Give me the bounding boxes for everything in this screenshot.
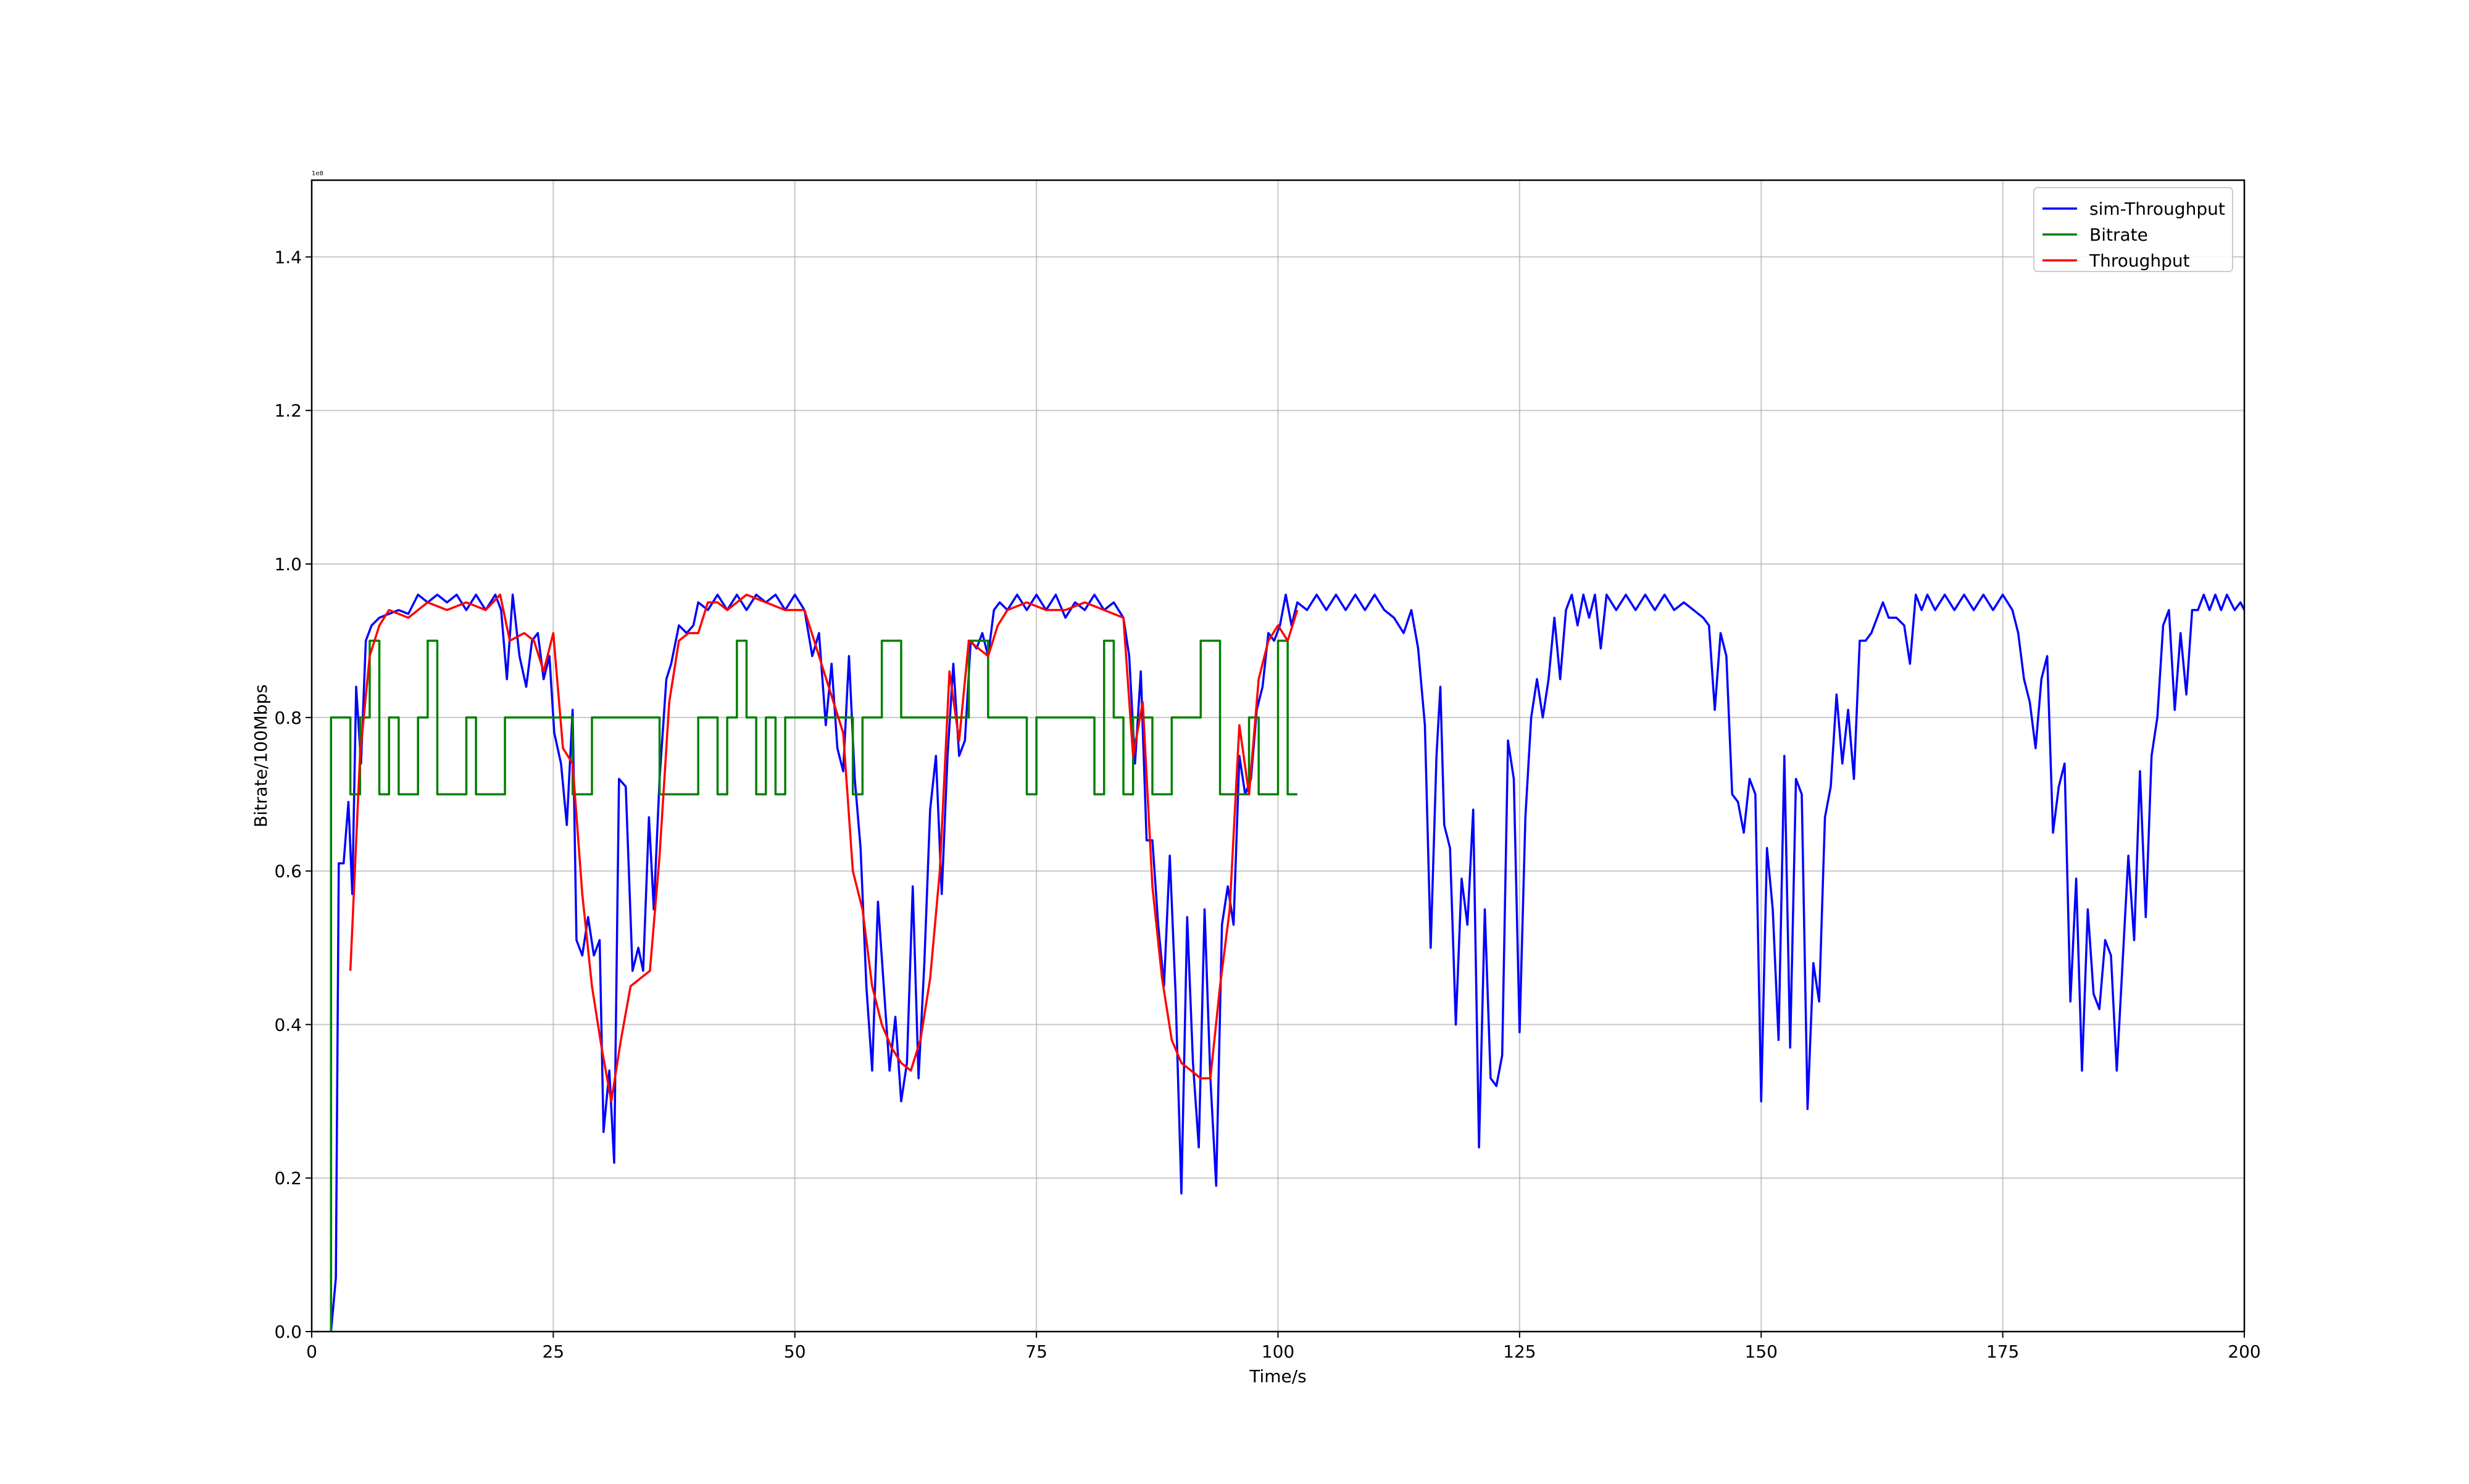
legend-label: Bitrate: [2089, 225, 2148, 245]
y-tick-label: 1.0: [274, 554, 302, 574]
legend: sim-Throughput Bitrate Throughput: [2033, 187, 2233, 272]
x-tick-label: 75: [1025, 1341, 1047, 1362]
x-tick-label: 200: [2228, 1341, 2260, 1362]
series-line-throughput: [349, 594, 1299, 1103]
series-lines: [330, 594, 2246, 1332]
legend-box: [2033, 187, 2233, 272]
y-tick-label: 1.4: [274, 247, 302, 267]
x-axis-ticks: 0 25 50 75 100 125 150 175 200: [306, 1332, 2261, 1362]
y-tick-label: 0.6: [274, 861, 302, 882]
x-tick-label: 175: [1986, 1341, 2019, 1362]
x-tick-label: 25: [543, 1341, 565, 1362]
x-tick-label: 150: [1745, 1341, 1778, 1362]
y-tick-label: 0.0: [274, 1322, 302, 1342]
y-axis-label: Bitrate/100Mbps: [251, 684, 271, 827]
x-tick-label: 50: [784, 1341, 806, 1362]
legend-label: sim-Throughput: [2089, 199, 2225, 219]
y-axis-ticks: 0.0 0.2 0.4 0.6 0.8 1.0 1.2 1.4: [274, 247, 312, 1342]
y-axis-offset-label: 1e8: [312, 170, 323, 177]
x-tick-label: 125: [1503, 1341, 1536, 1362]
legend-label: Throughput: [2089, 251, 2190, 271]
x-tick-label: 0: [306, 1341, 317, 1362]
series-line-bitrate: [330, 639, 1297, 1332]
x-tick-label: 100: [1262, 1341, 1294, 1362]
y-tick-label: 1.2: [274, 400, 302, 421]
y-tick-label: 0.8: [274, 708, 302, 728]
y-tick-label: 0.4: [274, 1014, 302, 1035]
x-axis-label: Time/s: [1249, 1366, 1307, 1387]
y-tick-label: 0.2: [274, 1168, 302, 1188]
series-line-sim-throughput: [330, 594, 2246, 1332]
